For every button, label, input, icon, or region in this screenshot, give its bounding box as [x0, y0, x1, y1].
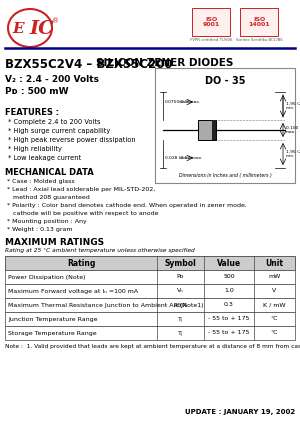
Text: 0.100 (2.5)
max.: 0.100 (2.5) max.: [286, 126, 300, 134]
Bar: [192, 8, 230, 36]
Text: Soritec Sertifika BCC/BS: Soritec Sertifika BCC/BS: [236, 38, 282, 42]
Text: * Lead : Axial lead solderable per MIL-STD-202,: * Lead : Axial lead solderable per MIL-S…: [7, 187, 155, 192]
Bar: [5, 326, 295, 340]
Text: Dimensions in Inches and ( millimeters ): Dimensions in Inches and ( millimeters ): [178, 173, 272, 178]
Text: * High surge current capability: * High surge current capability: [8, 128, 110, 134]
Text: 1.0: 1.0: [224, 289, 234, 294]
Text: Maximum Forward voltage at Iₙ =100 mA: Maximum Forward voltage at Iₙ =100 mA: [8, 289, 138, 294]
Text: E: E: [12, 22, 24, 36]
Text: 500: 500: [223, 275, 235, 280]
Text: FVPR ceritified TUV06: FVPR ceritified TUV06: [190, 38, 232, 42]
Bar: [155, 68, 295, 183]
Text: 0.028 (0.52)max.: 0.028 (0.52)max.: [165, 156, 202, 160]
Text: * High reliability: * High reliability: [8, 146, 62, 152]
Text: MAXIMUM RATINGS: MAXIMUM RATINGS: [5, 238, 104, 247]
Text: Storage Temperature Range: Storage Temperature Range: [8, 331, 97, 335]
Bar: [5, 270, 295, 284]
Text: RθJA: RθJA: [173, 303, 188, 308]
Text: method 208 guaranteed: method 208 guaranteed: [7, 195, 90, 200]
Text: Pᴅ : 500 mW: Pᴅ : 500 mW: [5, 87, 68, 96]
Text: FEATURES :: FEATURES :: [5, 108, 59, 117]
Text: * Complete 2.4 to 200 Volts: * Complete 2.4 to 200 Volts: [8, 119, 100, 125]
Text: * Low leakage current: * Low leakage current: [8, 155, 81, 161]
Text: * Polarity : Color band denotes cathode end. When operated in zener mode,: * Polarity : Color band denotes cathode …: [7, 203, 247, 208]
Ellipse shape: [8, 9, 52, 47]
Text: Value: Value: [217, 258, 241, 267]
Text: Symbol: Symbol: [165, 258, 196, 267]
Text: * High peak reverse power dissipation: * High peak reverse power dissipation: [8, 137, 136, 143]
Text: Note :  1. Valid provided that leads are kept at ambient temperature at a distan: Note : 1. Valid provided that leads are …: [5, 344, 300, 349]
Bar: [5, 284, 295, 298]
Text: ®: ®: [52, 18, 60, 24]
Text: 0.0750(0.9)max.: 0.0750(0.9)max.: [165, 100, 201, 104]
Text: cathode will be positive with respect to anode: cathode will be positive with respect to…: [7, 211, 158, 216]
Text: * Weight : 0.13 gram: * Weight : 0.13 gram: [7, 227, 73, 232]
Text: ISO
14001: ISO 14001: [248, 17, 270, 27]
Text: MECHANICAL DATA: MECHANICAL DATA: [5, 168, 94, 177]
Bar: [212, 120, 216, 140]
Text: IC: IC: [30, 20, 54, 38]
Text: Vₙ: Vₙ: [177, 289, 184, 294]
Text: BZX55C2V4 – BZX55C200: BZX55C2V4 – BZX55C200: [5, 58, 172, 71]
Text: °C: °C: [271, 317, 278, 321]
Bar: [5, 298, 295, 312]
Text: UPDATE : JANUARY 19, 2002: UPDATE : JANUARY 19, 2002: [185, 409, 295, 415]
Bar: [5, 256, 295, 270]
Text: Rating at 25 °C ambient temperature unless otherwise specified: Rating at 25 °C ambient temperature unle…: [5, 248, 195, 253]
Text: V: V: [272, 289, 277, 294]
Text: mW: mW: [268, 275, 280, 280]
Text: Junction Temperature Range: Junction Temperature Range: [8, 317, 97, 321]
Text: 0.3: 0.3: [224, 303, 234, 308]
Text: - 55 to + 175: - 55 to + 175: [208, 331, 250, 335]
Bar: [198, 120, 216, 140]
Text: Power Dissipation (Note): Power Dissipation (Note): [8, 275, 85, 280]
Text: * Mounting position : Any: * Mounting position : Any: [7, 219, 87, 224]
Text: 1.95 (25.4)
min.: 1.95 (25.4) min.: [286, 102, 300, 111]
Text: - 55 to + 175: - 55 to + 175: [208, 317, 250, 321]
Text: Rating: Rating: [67, 258, 95, 267]
Text: °C: °C: [271, 331, 278, 335]
Text: Maximum Thermal Resistance Junction to Ambient Air (Note1): Maximum Thermal Resistance Junction to A…: [8, 303, 203, 308]
Text: Pᴅ: Pᴅ: [177, 275, 184, 280]
Text: ISO
9001: ISO 9001: [202, 17, 220, 27]
Text: Tⱼ: Tⱼ: [178, 317, 183, 321]
Text: Tⱼ: Tⱼ: [178, 331, 183, 335]
Text: * Case : Molded glass: * Case : Molded glass: [7, 179, 75, 184]
Text: 1.95 (25.4)
min.: 1.95 (25.4) min.: [286, 150, 300, 158]
Text: V₂ : 2.4 - 200 Volts: V₂ : 2.4 - 200 Volts: [5, 75, 99, 84]
Text: SILICON ZENER DIODES: SILICON ZENER DIODES: [96, 58, 234, 68]
Text: K / mW: K / mW: [263, 303, 286, 308]
Text: DO - 35: DO - 35: [205, 76, 245, 86]
Text: Unit: Unit: [266, 258, 284, 267]
Bar: [5, 312, 295, 326]
Bar: [240, 8, 278, 36]
